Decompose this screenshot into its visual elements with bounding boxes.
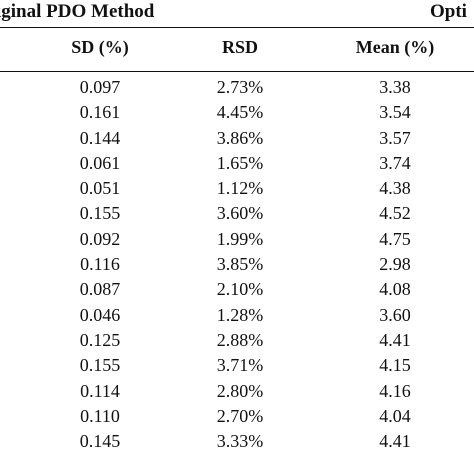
rsd-cell: 2.80% bbox=[216, 380, 264, 401]
table-row: 0.046 1.28% 3.60 bbox=[0, 303, 474, 328]
table-row: 0.144 3.86% 3.57 bbox=[0, 126, 474, 151]
sd-cell: 0.145 bbox=[79, 431, 121, 452]
rsd-cell: 1.28% bbox=[216, 304, 264, 325]
table-section-header: iginal PDO Method Opti bbox=[0, 0, 474, 28]
sd-cell: 0.061 bbox=[79, 152, 121, 173]
rsd-cell: 3.33% bbox=[216, 431, 264, 452]
rsd-cell: 4.45% bbox=[216, 102, 264, 123]
table-row: 0.092 1.99% 4.75 bbox=[0, 227, 474, 252]
left-section-title: iginal PDO Method bbox=[0, 1, 155, 22]
right-section-title: Opti bbox=[430, 1, 467, 22]
rsd-cell: 3.85% bbox=[216, 254, 264, 275]
rsd-cell: 1.65% bbox=[216, 152, 264, 173]
sd-cell: 0.046 bbox=[79, 304, 121, 325]
rsd-cell: 1.12% bbox=[216, 178, 264, 199]
table-row: 0.114 2.80% 4.16 bbox=[0, 379, 474, 404]
header-rule bbox=[0, 71, 474, 72]
sd-cell: 0.116 bbox=[80, 254, 120, 275]
table-row: 0.087 2.10% 4.08 bbox=[0, 277, 474, 302]
mean-cell: 3.54 bbox=[379, 102, 411, 123]
mean-cell: 4.41 bbox=[379, 329, 411, 350]
rsd-cell: 2.88% bbox=[216, 329, 264, 350]
mean-cell: 3.74 bbox=[379, 152, 411, 173]
top-rule bbox=[0, 27, 474, 28]
mean-cell: 4.08 bbox=[379, 279, 411, 300]
column-header-rsd: RSD bbox=[221, 37, 258, 57]
mean-cell: 4.04 bbox=[379, 405, 411, 426]
mean-cell: 3.57 bbox=[379, 127, 411, 148]
table-row: 0.097 2.73% 3.38 bbox=[0, 75, 474, 100]
rsd-cell: 2.10% bbox=[216, 279, 264, 300]
column-header-sd: SD (%) bbox=[71, 37, 129, 57]
mean-cell: 4.15 bbox=[379, 355, 411, 376]
column-header-mean: Mean (%) bbox=[355, 37, 435, 57]
sd-cell: 0.114 bbox=[80, 380, 120, 401]
mean-cell: 4.52 bbox=[379, 203, 411, 224]
rsd-cell: 3.60% bbox=[216, 203, 264, 224]
sd-cell: 0.161 bbox=[79, 102, 121, 123]
rsd-cell: 2.70% bbox=[216, 405, 264, 426]
rsd-cell: 3.71% bbox=[216, 355, 264, 376]
sd-cell: 0.144 bbox=[79, 127, 121, 148]
mean-cell: 3.60 bbox=[379, 304, 411, 325]
mean-cell: 4.16 bbox=[379, 380, 411, 401]
table-row: 0.061 1.65% 3.74 bbox=[0, 151, 474, 176]
mean-cell: 4.41 bbox=[379, 431, 411, 452]
table-body: 0.097 2.73% 3.38 0.161 4.45% 3.54 0.144 … bbox=[0, 75, 474, 454]
sd-cell: 0.051 bbox=[79, 178, 121, 199]
sd-cell: 0.092 bbox=[79, 228, 121, 249]
mean-cell: 3.38 bbox=[379, 77, 411, 97]
table-row: 0.145 3.33% 4.41 bbox=[0, 429, 474, 454]
rsd-cell: 2.73% bbox=[216, 77, 264, 97]
rsd-cell: 3.86% bbox=[216, 127, 264, 148]
table-row: 0.161 4.45% 3.54 bbox=[0, 100, 474, 125]
mean-cell: 2.98 bbox=[379, 254, 411, 275]
sd-cell: 0.097 bbox=[79, 77, 121, 97]
table-row: 0.051 1.12% 4.38 bbox=[0, 176, 474, 201]
rsd-cell: 1.99% bbox=[216, 228, 264, 249]
table-row: 0.116 3.85% 2.98 bbox=[0, 252, 474, 277]
sd-cell: 0.155 bbox=[79, 355, 121, 376]
sd-cell: 0.110 bbox=[80, 405, 120, 426]
mean-cell: 4.38 bbox=[379, 178, 411, 199]
table-row: 0.155 3.71% 4.15 bbox=[0, 353, 474, 378]
sd-cell: 0.087 bbox=[79, 279, 121, 300]
table-row: 0.125 2.88% 4.41 bbox=[0, 328, 474, 353]
sd-cell: 0.125 bbox=[79, 329, 121, 350]
table-row: 0.155 3.60% 4.52 bbox=[0, 201, 474, 226]
table-row: 0.110 2.70% 4.04 bbox=[0, 404, 474, 429]
mean-cell: 4.75 bbox=[379, 228, 411, 249]
sd-cell: 0.155 bbox=[79, 203, 121, 224]
